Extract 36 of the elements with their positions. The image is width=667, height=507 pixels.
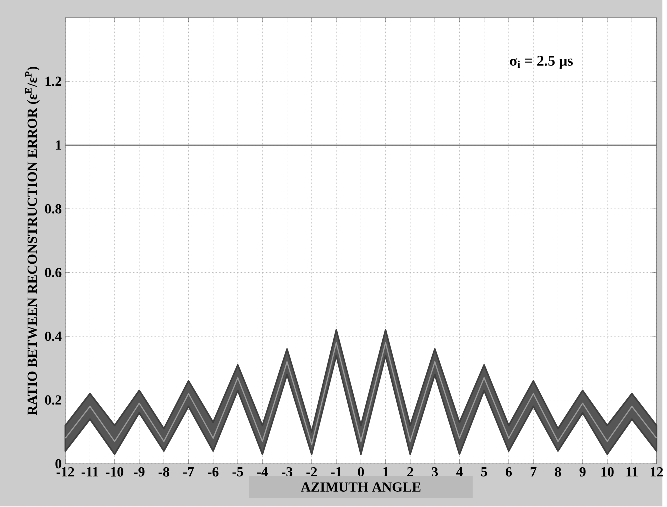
- x-tick-label: 8: [555, 468, 562, 477]
- x-tick-label: -1: [331, 468, 342, 477]
- x-tick-label: -12: [56, 468, 74, 477]
- x-tick-label: 6: [506, 468, 512, 477]
- x-tick-label: -9: [134, 468, 145, 477]
- x-tick-label: 4: [456, 468, 463, 477]
- annotation: σ$_{i}$ = 2.5 μs: [510, 56, 574, 70]
- x-tick-label: -10: [106, 468, 124, 477]
- x-axis-title: AZIMUTH ANGLE: [301, 482, 421, 492]
- x-tick-label: 1: [383, 468, 389, 477]
- x-tick-label: -7: [183, 468, 194, 477]
- y-tick-label: 0.4: [45, 332, 62, 342]
- y-tick-label: 0.8: [45, 204, 62, 214]
- y-tick-label: 1: [56, 140, 62, 150]
- x-tick-label: -3: [282, 468, 293, 477]
- y-tick-label: 0: [56, 459, 62, 469]
- x-tick-label: 2: [408, 468, 414, 477]
- x-tick-label: 7: [530, 468, 537, 477]
- x-tick-label: 5: [481, 468, 488, 477]
- y-tick-label: 0.6: [45, 268, 62, 278]
- y-tick-label: 1.2: [46, 77, 62, 86]
- y-tick-label: 0.2: [45, 396, 62, 406]
- x-tick-label: 3: [432, 468, 438, 477]
- x-tick-label: -6: [208, 468, 219, 477]
- line-series: [64, 342, 658, 446]
- x-tick-label: 12: [650, 468, 664, 477]
- x-tick-label: 10: [602, 468, 614, 477]
- x-tick-label: -11: [82, 468, 98, 477]
- x-tick-label: -8: [158, 468, 170, 477]
- x-tick-label: -5: [232, 468, 244, 477]
- x-tick-label: 9: [580, 468, 586, 477]
- x-tick-label: -2: [306, 468, 318, 477]
- x-tick-label: 0: [358, 468, 364, 477]
- x-tick-label: 11: [626, 468, 638, 477]
- x-tick-label: -4: [257, 468, 268, 477]
- y-axis-title: RATIO BETWEEN RECONSTRUCTION ERROR (ε$^{E}$/ε$^{P}$): [25, 67, 40, 416]
